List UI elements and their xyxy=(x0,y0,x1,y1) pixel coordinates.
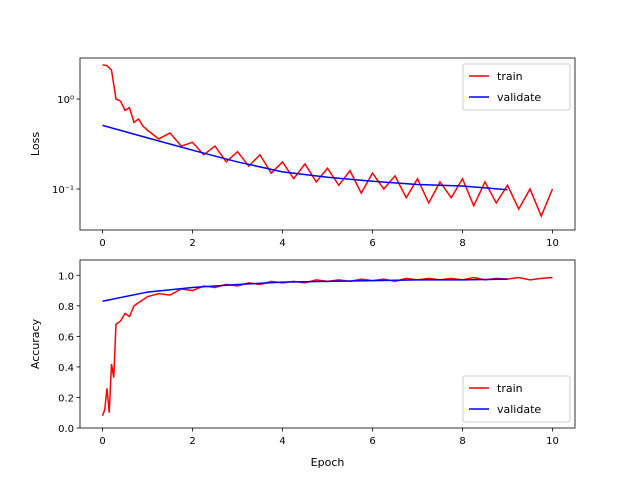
y-tick-label: 0.4 xyxy=(58,363,74,374)
y-axis-label: Loss xyxy=(29,132,42,156)
y-tick-label: 0.8 xyxy=(58,302,74,313)
x-tick-label: 0 xyxy=(99,238,105,249)
y-tick-label: 10⁰ xyxy=(57,95,74,106)
x-tick-label: 8 xyxy=(459,238,465,249)
y-tick-label: 0.0 xyxy=(58,424,74,435)
y-tick-label: 0.6 xyxy=(58,332,74,343)
legend-label: train xyxy=(497,382,523,395)
y-tick-label: 10⁻¹ xyxy=(52,185,74,196)
legend-label: validate xyxy=(497,91,541,104)
axes-frame xyxy=(79,259,576,429)
x-tick-label: 6 xyxy=(369,436,375,447)
y-tick-label: 0.2 xyxy=(58,393,74,404)
x-tick-label: 8 xyxy=(459,436,465,447)
y-tick-label: 1.0 xyxy=(58,271,74,282)
x-tick-label: 10 xyxy=(546,436,559,447)
legend-label: train xyxy=(497,70,523,83)
x-tick-label: 4 xyxy=(279,238,285,249)
x-tick-label: 2 xyxy=(189,238,195,249)
y-axis-label: Accuracy xyxy=(29,318,42,369)
legend-label: validate xyxy=(497,403,541,416)
x-tick-label: 6 xyxy=(369,238,375,249)
x-tick-label: 2 xyxy=(189,436,195,447)
series-line xyxy=(102,124,508,191)
series-line xyxy=(102,278,508,302)
x-axis-label: Epoch xyxy=(311,456,345,469)
legend-box xyxy=(462,63,571,111)
axes-frame xyxy=(79,57,576,231)
x-tick-label: 4 xyxy=(279,436,285,447)
series-line xyxy=(102,64,554,219)
x-tick-label: 0 xyxy=(99,436,105,447)
x-tick-label: 10 xyxy=(546,238,559,249)
legend-box xyxy=(462,375,571,423)
